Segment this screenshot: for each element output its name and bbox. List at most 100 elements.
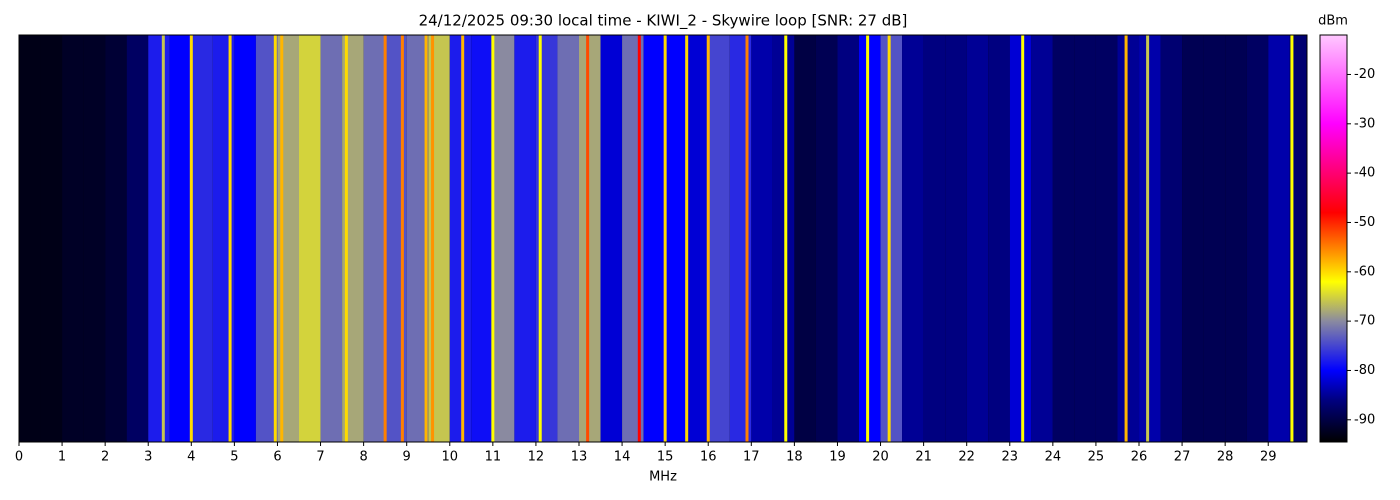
heatmap-cell (1052, 35, 1075, 442)
x-tick-label: 28 (1217, 450, 1234, 465)
x-tick-label: 0 (15, 450, 23, 465)
x-tick-label: 12 (528, 450, 545, 465)
heatmap-cell (148, 35, 170, 442)
heatmap-cell (643, 35, 666, 442)
x-tick-label: 10 (441, 450, 458, 465)
colorbar-tick-label: -20 (1354, 67, 1375, 82)
colorbar-tick-label: -50 (1354, 215, 1375, 230)
heatmap-cell (923, 35, 946, 442)
x-tick-label: 25 (1088, 450, 1105, 465)
heatmap-cell (772, 35, 795, 442)
x-tick-label: 29 (1260, 450, 1277, 465)
x-tick-label: 23 (1001, 450, 1018, 465)
heatmap-cell (837, 35, 859, 442)
heatmap-cell (1289, 35, 1307, 442)
x-tick-label: 6 (273, 450, 281, 465)
x-tick-label: 5 (230, 450, 238, 465)
x-tick-label: 24 (1045, 450, 1062, 465)
heatmap-cell (40, 35, 63, 442)
chart-title: 24/12/2025 09:30 local time - KIWI_2 - S… (419, 12, 908, 31)
heatmap-cell (471, 35, 493, 442)
colorbar-tick-label: -40 (1354, 166, 1375, 181)
x-tick-label: 22 (958, 450, 975, 465)
plot-frame (18, 34, 1308, 443)
heatmap-cell (1074, 35, 1096, 442)
carrier-line (280, 35, 284, 442)
x-tick-label: 18 (786, 450, 803, 465)
carrier-line (586, 35, 590, 442)
x-tick-label: 11 (485, 450, 502, 465)
carrier-line (685, 35, 689, 442)
carrier-line (189, 35, 193, 442)
carrier-line (228, 35, 232, 442)
carrier-line (383, 35, 387, 442)
carrier-line (887, 35, 891, 442)
heatmap-cell (1139, 35, 1161, 442)
colorbar-tick-label: -80 (1354, 363, 1375, 378)
heatmap-cell (1117, 35, 1139, 442)
x-tick-label: 4 (187, 450, 195, 465)
carrier-line (431, 35, 435, 442)
colorbar-tick-label: -30 (1354, 116, 1375, 131)
colorbar-tick-label: -90 (1354, 412, 1375, 427)
heatmap-cell (255, 35, 278, 442)
heatmap-cell (794, 35, 816, 442)
x-tick-label: 14 (614, 450, 631, 465)
heatmap-cell (1009, 35, 1032, 442)
colorbar-tick-label: -60 (1354, 264, 1375, 279)
heatmap-cell (815, 35, 838, 442)
heatmap-cell (320, 35, 343, 442)
x-tick-label: 17 (743, 450, 760, 465)
heatmap-cell (234, 35, 256, 442)
plot-area (19, 35, 1307, 442)
heatmap-cell (966, 35, 989, 442)
heatmap-cell (105, 35, 127, 442)
carrier-line (784, 35, 788, 442)
heatmap-cell (1225, 35, 1247, 442)
heatmap-cell (299, 35, 321, 442)
heatmap-cell (665, 35, 687, 442)
heatmap-cell (83, 35, 106, 442)
colorbar-tick-label: -70 (1354, 314, 1375, 329)
carrier-line (1146, 35, 1150, 442)
carrier-line (491, 35, 495, 442)
carrier-line (273, 35, 277, 442)
x-tick-label: 9 (403, 450, 411, 465)
heatmap-cell (1095, 35, 1118, 442)
x-tick-label: 1 (58, 450, 66, 465)
carrier-line (1290, 35, 1294, 442)
heatmap-cell (492, 35, 515, 442)
carrier-line (637, 35, 641, 442)
heatmap-cell (1182, 35, 1204, 442)
heatmap-cell (19, 35, 41, 442)
x-tick-label: 16 (700, 450, 717, 465)
heatmap-cell (1203, 35, 1226, 442)
heatmap-cell (191, 35, 213, 442)
x-axis-label: MHz (649, 470, 677, 485)
x-tick-label: 8 (359, 450, 367, 465)
carrier-line (866, 35, 870, 442)
carrier-line (424, 35, 428, 442)
carrier-line (1021, 35, 1025, 442)
x-tick-label: 3 (144, 450, 152, 465)
heatmap-cell (1246, 35, 1269, 442)
heatmap-cell (363, 35, 386, 442)
heatmap-cell (1160, 35, 1183, 442)
carrier-line (161, 35, 165, 442)
heatmap-cell (686, 35, 709, 442)
heatmap-cell (449, 35, 472, 442)
heatmap-cell (62, 35, 84, 442)
carrier-line (538, 35, 542, 442)
x-tick-label: 2 (101, 450, 109, 465)
x-tick-label: 13 (571, 450, 588, 465)
carrier-line (663, 35, 667, 442)
colorbar-label: dBm (1318, 14, 1348, 29)
heatmap-cell (406, 35, 429, 442)
carrier-line (706, 35, 710, 442)
heatmap-cell (514, 35, 536, 442)
carrier-line (461, 35, 465, 442)
x-tick-label: 7 (316, 450, 324, 465)
carrier-line (400, 35, 404, 442)
x-tick-label: 20 (872, 450, 889, 465)
